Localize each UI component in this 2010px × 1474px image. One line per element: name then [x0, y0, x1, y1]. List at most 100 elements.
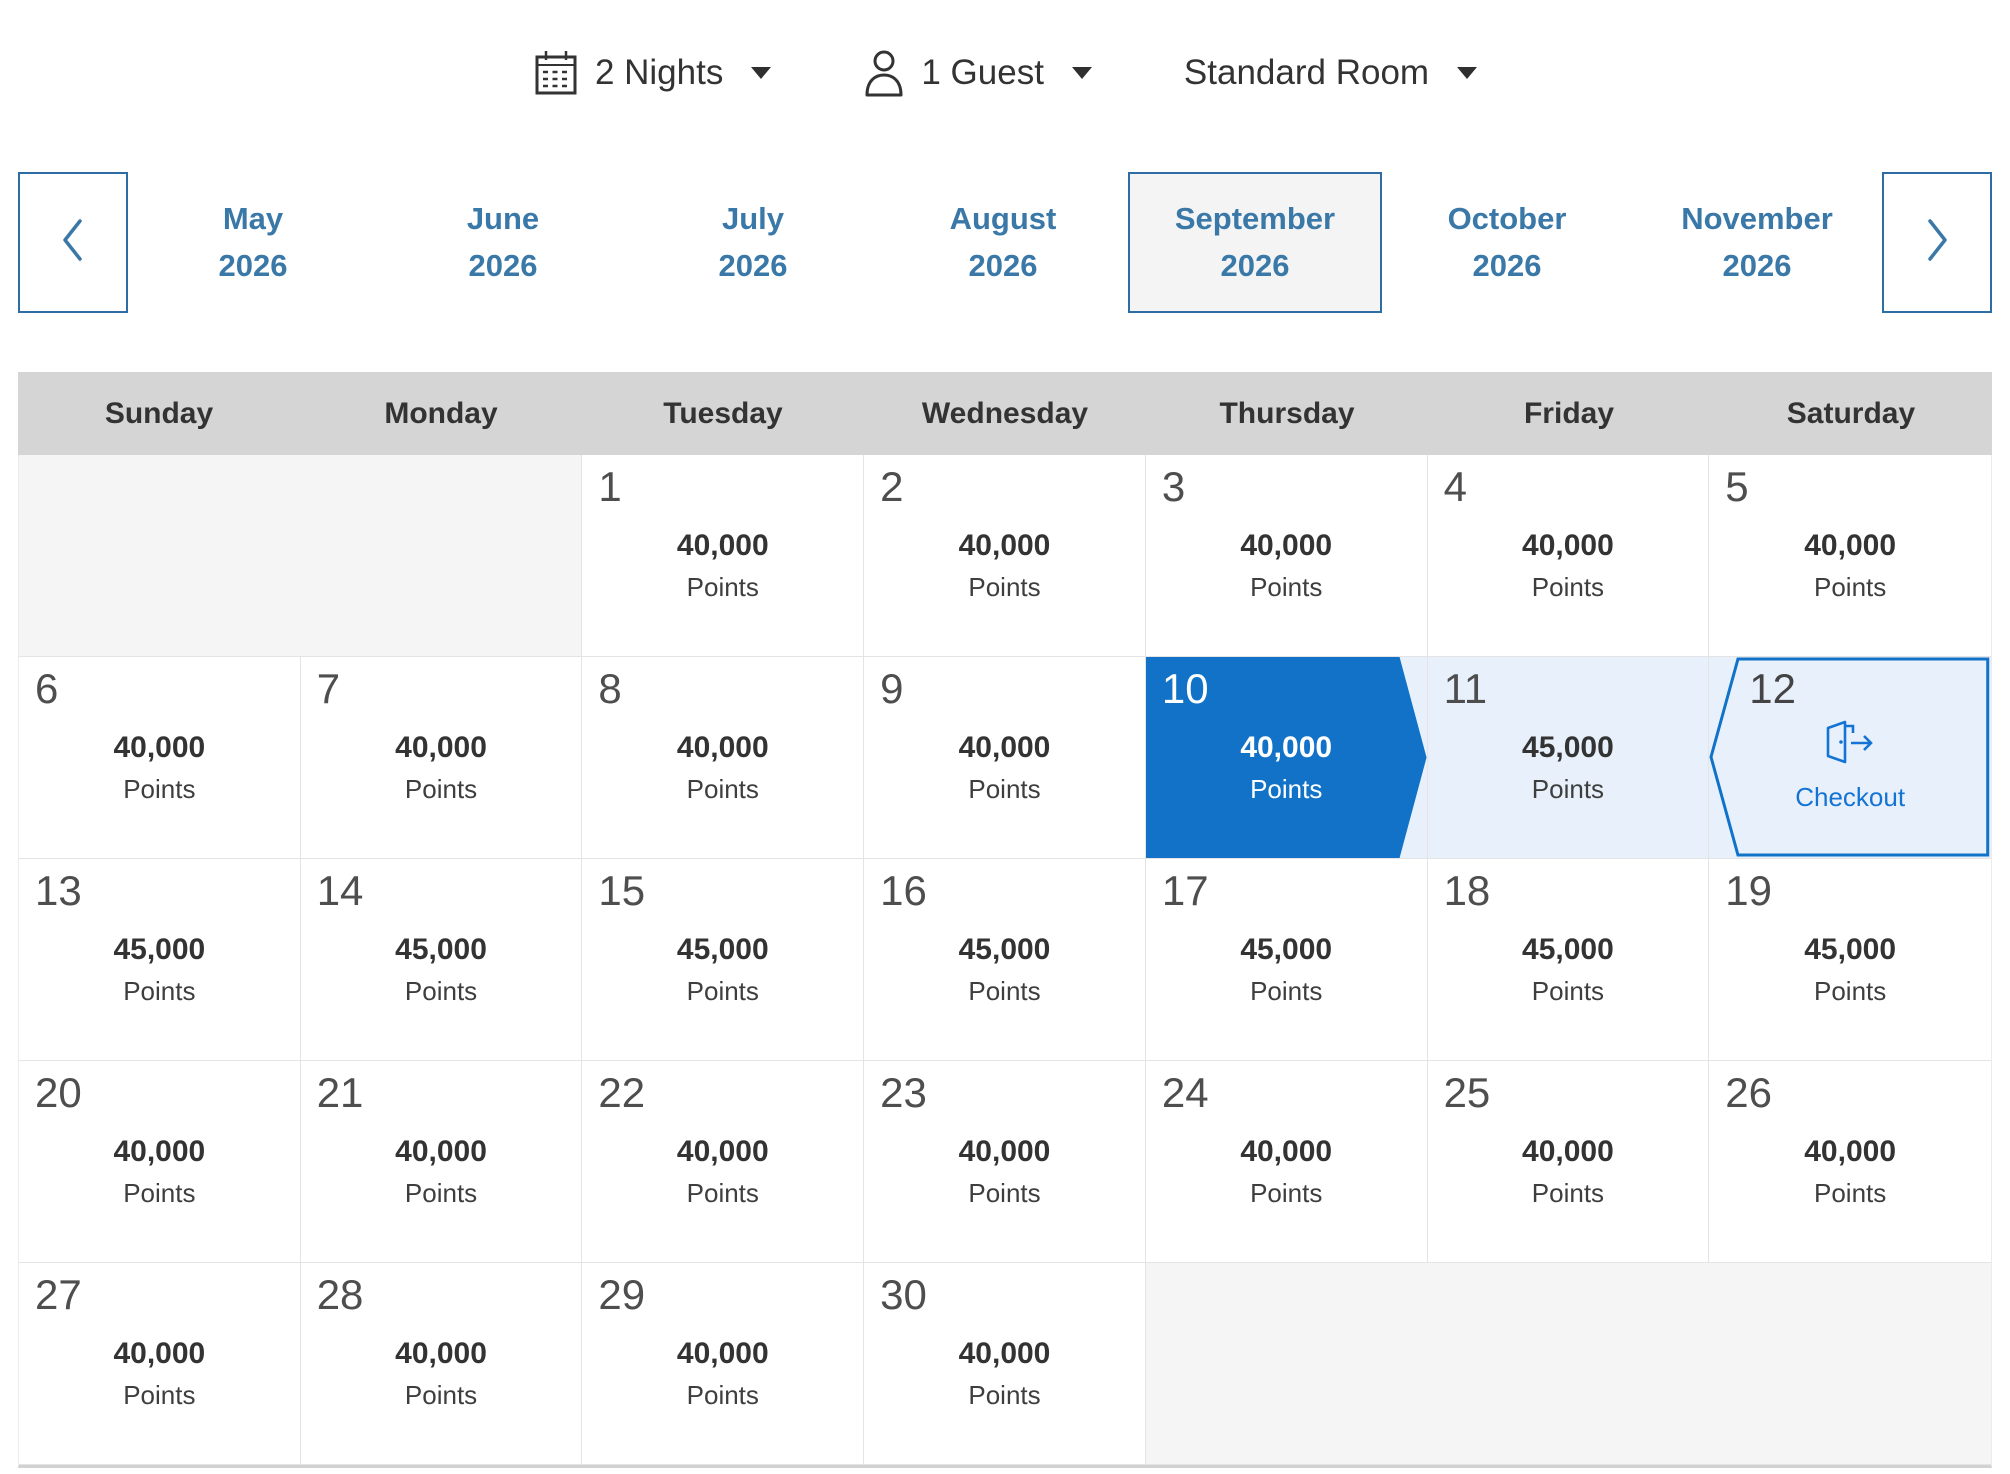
- date-number: 11: [1443, 665, 1488, 712]
- day-cell-30[interactable]: 30 40,000 Points: [864, 1263, 1146, 1465]
- month-tab-june[interactable]: June 2026: [378, 172, 628, 313]
- points-value: 40,000: [1240, 731, 1333, 764]
- day-cell-22[interactable]: 22 40,000 Points: [582, 1061, 865, 1263]
- weekday-header-wednesday: Wednesday: [921, 396, 1089, 430]
- date-number: 18: [1443, 867, 1491, 914]
- month-tab-november[interactable]: November 2026: [1632, 172, 1882, 313]
- chevron-left-icon: [60, 217, 86, 268]
- day-cell-20[interactable]: 20 40,000 Points: [19, 1061, 301, 1263]
- date-number: 28: [316, 1271, 364, 1318]
- door-exit-icon: [1821, 719, 1879, 770]
- points-label: Points: [968, 1178, 1041, 1208]
- day-cell-12[interactable]: 12 Checkout: [1709, 657, 1991, 859]
- day-cell-14[interactable]: 14 45,000 Points: [300, 859, 583, 1061]
- month-tab-october[interactable]: October 2026: [1382, 172, 1632, 313]
- guests-dropdown[interactable]: 1 Guest: [863, 48, 1092, 98]
- points-label: Points: [123, 1178, 196, 1208]
- points-label: Points: [1250, 774, 1323, 804]
- month-year: 2026: [718, 248, 788, 283]
- month-tab-august[interactable]: August 2026: [878, 172, 1128, 313]
- date-number: 27: [35, 1271, 82, 1318]
- room-type-dropdown[interactable]: Standard Room: [1183, 53, 1478, 93]
- points-value: 40,000: [113, 731, 206, 764]
- points-label: Points: [686, 1178, 759, 1208]
- day-cell-28[interactable]: 28 40,000 Points: [300, 1263, 583, 1465]
- date-number: 16: [880, 867, 927, 914]
- points-label: Points: [686, 572, 759, 602]
- points-value: 45,000: [1522, 933, 1614, 966]
- date-number: 29: [598, 1271, 646, 1318]
- day-cell-23[interactable]: 23 40,000 Points: [864, 1061, 1146, 1263]
- day-cell-13[interactable]: 13 45,000 Points: [19, 859, 301, 1061]
- points-label: Points: [123, 774, 196, 804]
- day-cell-5[interactable]: 5 40,000 Points: [1709, 455, 1991, 657]
- nights-dropdown[interactable]: 2 Nights: [533, 48, 772, 98]
- points-label: Points: [1250, 1178, 1323, 1208]
- next-month-button[interactable]: [1882, 172, 1992, 313]
- points-value: 40,000: [676, 529, 769, 562]
- points-value: 45,000: [395, 933, 487, 966]
- day-cell-15[interactable]: 15 45,000 Points: [582, 859, 865, 1061]
- points-value: 40,000: [395, 1135, 487, 1168]
- day-cell-26[interactable]: 26 40,000 Points: [1709, 1061, 1991, 1263]
- day-cell-2[interactable]: 2 40,000 Points: [864, 455, 1146, 657]
- date-number: 25: [1443, 1069, 1491, 1116]
- month-tab-september[interactable]: September 2026: [1128, 172, 1382, 313]
- day-cell-18[interactable]: 18 45,000 Points: [1427, 859, 1710, 1061]
- day-cell-7[interactable]: 7 40,000 Points: [300, 657, 583, 859]
- person-icon: [863, 48, 905, 98]
- day-cell-24[interactable]: 24 40,000 Points: [1145, 1061, 1428, 1263]
- date-number: 8: [598, 665, 622, 712]
- room-type-value: Standard Room: [1183, 53, 1430, 92]
- day-cell-10[interactable]: 10 40,000 Points: [1145, 657, 1428, 859]
- guests-value: 1 Guest: [921, 53, 1044, 92]
- date-number: 21: [316, 1069, 364, 1116]
- points-label: Points: [1531, 976, 1605, 1006]
- day-cell-11[interactable]: 11 45,000 Points: [1427, 657, 1710, 859]
- date-number: 19: [1725, 867, 1772, 914]
- weekday-header-sunday: Sunday: [104, 396, 214, 430]
- date-number: 10: [1161, 665, 1209, 712]
- points-label: Points: [968, 1380, 1041, 1410]
- day-cell-19[interactable]: 19 45,000 Points: [1709, 859, 1991, 1061]
- points-label: Points: [1250, 572, 1323, 602]
- date-number: 23: [880, 1069, 927, 1116]
- day-cell-8[interactable]: 8 40,000 Points: [582, 657, 865, 859]
- month-name: October: [1447, 201, 1567, 236]
- month-tab-july[interactable]: July 2026: [628, 172, 878, 313]
- points-label: Points: [404, 976, 478, 1006]
- points-value: 40,000: [113, 1135, 206, 1168]
- month-year: 2026: [218, 248, 288, 283]
- day-cell-4[interactable]: 4 40,000 Points: [1427, 455, 1710, 657]
- day-cell-3[interactable]: 3 40,000 Points: [1145, 455, 1428, 657]
- points-label: Points: [404, 1380, 478, 1410]
- day-cell-21[interactable]: 21 40,000 Points: [300, 1061, 583, 1263]
- month-tab-may[interactable]: May 2026: [128, 172, 378, 313]
- month-year: 2026: [1220, 248, 1290, 283]
- day-cell-17[interactable]: 17 45,000 Points: [1145, 859, 1428, 1061]
- weekday-header-row: Sunday Monday Tuesday Wednesday Thursday Frid…: [18, 372, 1992, 455]
- points-label: Points: [1814, 976, 1887, 1006]
- day-cell-1[interactable]: 1 40,000 Points: [582, 455, 865, 657]
- day-cell-27[interactable]: 27 40,000 Points: [19, 1263, 301, 1465]
- date-number: 13: [35, 867, 82, 914]
- day-cell-6[interactable]: 6 40,000 Points: [19, 657, 301, 859]
- points-label: Points: [968, 976, 1041, 1006]
- date-number: 7: [316, 665, 341, 712]
- weekday-header-thursday: Thursday: [1219, 396, 1355, 430]
- day-cell-9[interactable]: 9 40,000 Points: [864, 657, 1146, 859]
- day-cell-25[interactable]: 25 40,000 Points: [1427, 1061, 1710, 1263]
- date-number: 5: [1725, 463, 1749, 510]
- date-number: 4: [1443, 463, 1467, 510]
- points-label: Points: [123, 976, 196, 1006]
- points-value: 40,000: [676, 1337, 769, 1370]
- weekday-header-tuesday: Tuesday: [663, 396, 783, 430]
- month-year: 2026: [1722, 248, 1792, 283]
- prev-month-button[interactable]: [18, 172, 128, 313]
- day-cell-16[interactable]: 16 45,000 Points: [864, 859, 1146, 1061]
- weekday-header-friday: Friday: [1523, 396, 1615, 430]
- day-cell-29[interactable]: 29 40,000 Points: [582, 1263, 865, 1465]
- points-label: Points: [686, 1380, 759, 1410]
- points-value: 40,000: [113, 1337, 206, 1370]
- date-number: 12: [1749, 665, 1796, 712]
